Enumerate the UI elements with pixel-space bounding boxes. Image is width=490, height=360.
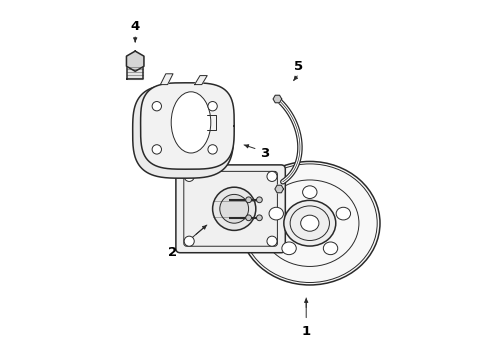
Circle shape <box>267 236 277 246</box>
Ellipse shape <box>171 92 211 153</box>
Ellipse shape <box>282 242 296 255</box>
Circle shape <box>184 171 194 181</box>
Circle shape <box>208 145 217 154</box>
Ellipse shape <box>301 215 319 231</box>
Ellipse shape <box>336 207 350 220</box>
Ellipse shape <box>303 186 317 198</box>
Polygon shape <box>195 76 207 85</box>
Text: 3: 3 <box>260 147 270 159</box>
Polygon shape <box>141 83 234 169</box>
Polygon shape <box>273 95 282 103</box>
Text: 4: 4 <box>130 21 140 33</box>
Text: 1: 1 <box>302 325 311 338</box>
Circle shape <box>257 215 262 221</box>
Ellipse shape <box>284 201 336 246</box>
FancyBboxPatch shape <box>176 165 285 253</box>
Text: 5: 5 <box>294 60 304 73</box>
Polygon shape <box>127 65 143 79</box>
Circle shape <box>184 236 194 246</box>
Polygon shape <box>160 74 173 85</box>
Text: 2: 2 <box>169 246 177 258</box>
Circle shape <box>152 145 162 154</box>
Circle shape <box>267 171 277 181</box>
Polygon shape <box>133 85 233 178</box>
Ellipse shape <box>269 207 283 220</box>
Circle shape <box>245 197 251 203</box>
Ellipse shape <box>240 161 380 285</box>
Circle shape <box>220 194 248 223</box>
Ellipse shape <box>323 242 338 255</box>
Circle shape <box>245 215 251 221</box>
Circle shape <box>257 197 262 203</box>
Circle shape <box>208 102 217 111</box>
Circle shape <box>152 102 162 111</box>
Polygon shape <box>275 185 284 193</box>
Circle shape <box>213 187 256 230</box>
Polygon shape <box>126 51 144 71</box>
